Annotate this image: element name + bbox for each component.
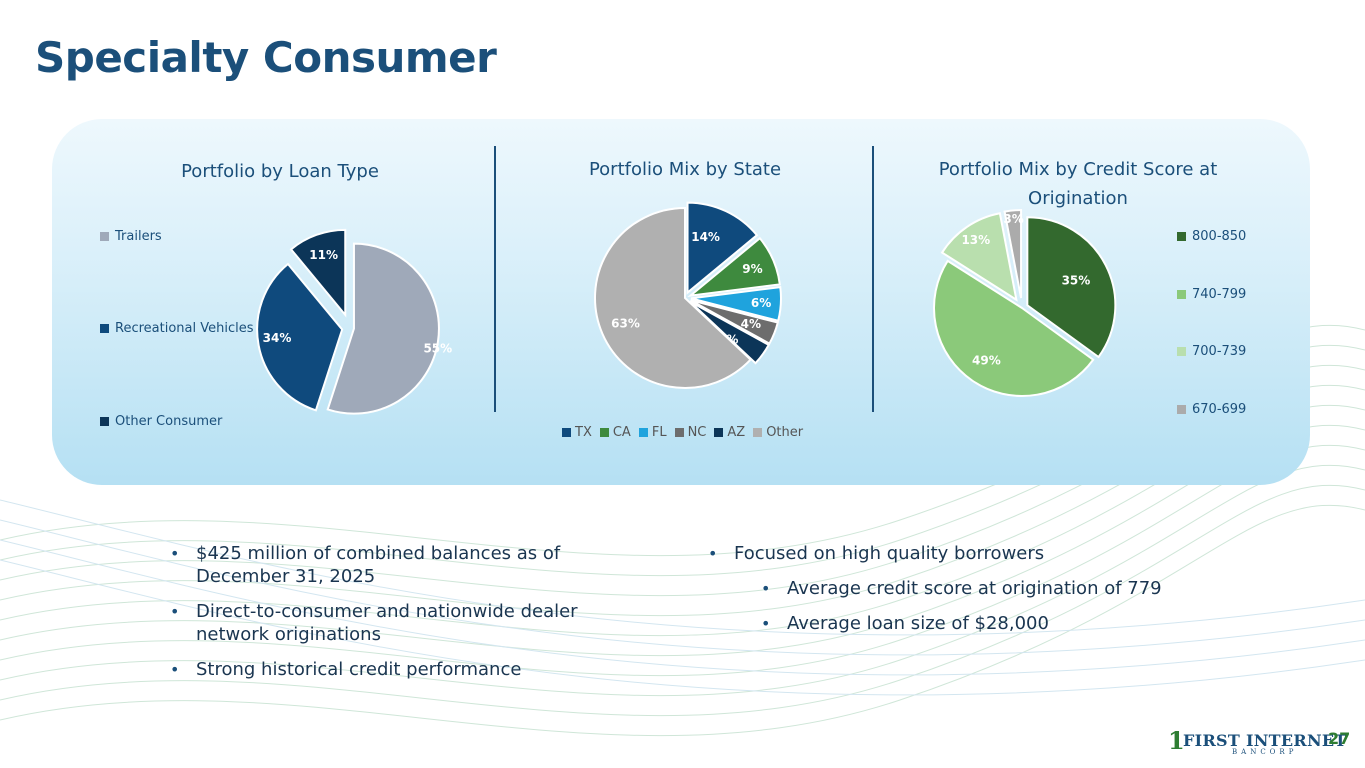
legend-label: FL bbox=[651, 425, 667, 440]
page-title: Specialty Consumer bbox=[35, 33, 497, 82]
legend-swatch bbox=[100, 417, 109, 426]
chart-divider-2 bbox=[872, 146, 874, 412]
legend-swatch bbox=[1177, 405, 1186, 414]
legend-label: Other bbox=[766, 425, 804, 440]
legend-swatch bbox=[599, 428, 609, 437]
data-label: 3% bbox=[1003, 212, 1023, 226]
chart3-legend-item: 800-850 bbox=[1177, 229, 1246, 244]
data-label: 35% bbox=[1062, 274, 1091, 288]
legend-swatch bbox=[674, 428, 684, 437]
sub-bullet-item: Average loan size of $28,000 bbox=[761, 612, 1308, 635]
legend-label: Trailers bbox=[115, 229, 162, 244]
legend-swatch bbox=[638, 428, 648, 437]
legend-item-fl: FL bbox=[638, 425, 667, 440]
pie-slice-trailers bbox=[326, 242, 440, 415]
company-logo: 1 FIRST INTERNET BANCORP bbox=[1168, 726, 1346, 757]
bullet-item: Focused on high quality borrowers bbox=[708, 542, 1308, 565]
pie-slice-670-699 bbox=[1003, 209, 1023, 299]
pie-slice-800-850 bbox=[1026, 216, 1117, 359]
chart-divider-1 bbox=[494, 146, 496, 412]
pie-slice-recreational-vehicles bbox=[256, 262, 344, 412]
pie-slice-az bbox=[689, 300, 771, 365]
data-label: 63% bbox=[611, 317, 640, 331]
data-label: 4% bbox=[741, 317, 761, 331]
pie-slice-nc bbox=[690, 299, 779, 345]
legend-swatch bbox=[714, 428, 724, 437]
chart2-pie: 14%9%6%4%4%63% bbox=[594, 201, 782, 389]
legend-label: 700-739 bbox=[1192, 344, 1247, 359]
legend-item-az: AZ bbox=[714, 425, 745, 440]
bullet-item: Direct-to-consumer and nationwide dealer… bbox=[170, 600, 640, 646]
chart1-pie: 55% 34% 11% bbox=[256, 228, 452, 415]
legend-swatch bbox=[1177, 290, 1186, 299]
data-label: 14% bbox=[691, 230, 720, 244]
logo-subtext: BANCORP bbox=[1232, 748, 1298, 756]
pie-slice-ca bbox=[687, 236, 781, 298]
bullet-list-left: $425 million of combined balances as of … bbox=[170, 542, 640, 693]
legend-item-ca: CA bbox=[599, 425, 631, 440]
data-label: 34% bbox=[263, 331, 292, 345]
pie-slice-other-consumer bbox=[289, 228, 347, 318]
bullet-list-right: Focused on high quality borrowers Averag… bbox=[708, 542, 1308, 647]
data-label: 55% bbox=[423, 341, 452, 355]
data-label: 11% bbox=[309, 248, 338, 262]
legend-label: Recreational Vehicles bbox=[115, 321, 254, 336]
data-label: 6% bbox=[751, 296, 771, 310]
chart3-title: Portfolio Mix by Credit Score at Origina… bbox=[938, 159, 1218, 209]
data-label: 9% bbox=[742, 262, 762, 276]
pie-slice-700-739 bbox=[940, 212, 1018, 302]
chart3-pie: 35% 49% 13% 3% bbox=[933, 209, 1117, 397]
legend-swatch bbox=[562, 428, 571, 437]
legend-item-other: Other bbox=[753, 425, 803, 440]
legend-swatch bbox=[753, 428, 763, 437]
legend-label: AZ bbox=[727, 425, 746, 440]
legend-label: 740-799 bbox=[1192, 287, 1247, 302]
chart1-legend-item: Trailers bbox=[100, 229, 162, 244]
pie-slice-fl bbox=[690, 285, 782, 322]
legend-label: TX bbox=[575, 425, 592, 440]
data-label: 49% bbox=[972, 353, 1001, 367]
data-label: 13% bbox=[961, 233, 990, 247]
legend-label: 670-699 bbox=[1192, 402, 1247, 417]
pie-slice-other bbox=[594, 206, 753, 389]
legend-swatch bbox=[1177, 232, 1186, 241]
chart2-legend: TX CA FL NC AZ Other bbox=[562, 425, 811, 440]
legend-label: Other Consumer bbox=[115, 414, 223, 429]
chart1-legend-item: Other Consumer bbox=[100, 414, 222, 429]
legend-label: CA bbox=[612, 425, 631, 440]
sub-bullet-item: Average credit score at origination of 7… bbox=[761, 577, 1308, 600]
legend-label: NC bbox=[687, 425, 707, 440]
logo-text: FIRST INTERNET bbox=[1183, 731, 1347, 750]
legend-item-nc: NC bbox=[674, 425, 707, 440]
chart3-legend-item: 740-799 bbox=[1177, 287, 1246, 302]
legend-swatch bbox=[100, 324, 109, 333]
logo-mark: 1 bbox=[1168, 726, 1185, 755]
legend-label: 800-850 bbox=[1192, 229, 1247, 244]
chart3-legend-item: 700-739 bbox=[1177, 344, 1246, 359]
pie-slice-740-799 bbox=[933, 259, 1095, 397]
page-number: 27 bbox=[1328, 729, 1351, 748]
pie-slice-tx bbox=[686, 201, 759, 295]
chart1-legend-item: Recreational Vehicles bbox=[100, 321, 254, 336]
legend-item-tx: TX bbox=[562, 425, 592, 440]
legend-swatch bbox=[100, 232, 109, 241]
chart3-legend-item: 670-699 bbox=[1177, 402, 1246, 417]
legend-swatch bbox=[1177, 347, 1186, 356]
bullet-item: $425 million of combined balances as of … bbox=[170, 542, 640, 588]
chart2-title: Portfolio Mix by State bbox=[588, 159, 782, 180]
bullet-item: Strong historical credit performance bbox=[170, 658, 640, 681]
chart1-title: Portfolio by Loan Type bbox=[181, 161, 379, 182]
